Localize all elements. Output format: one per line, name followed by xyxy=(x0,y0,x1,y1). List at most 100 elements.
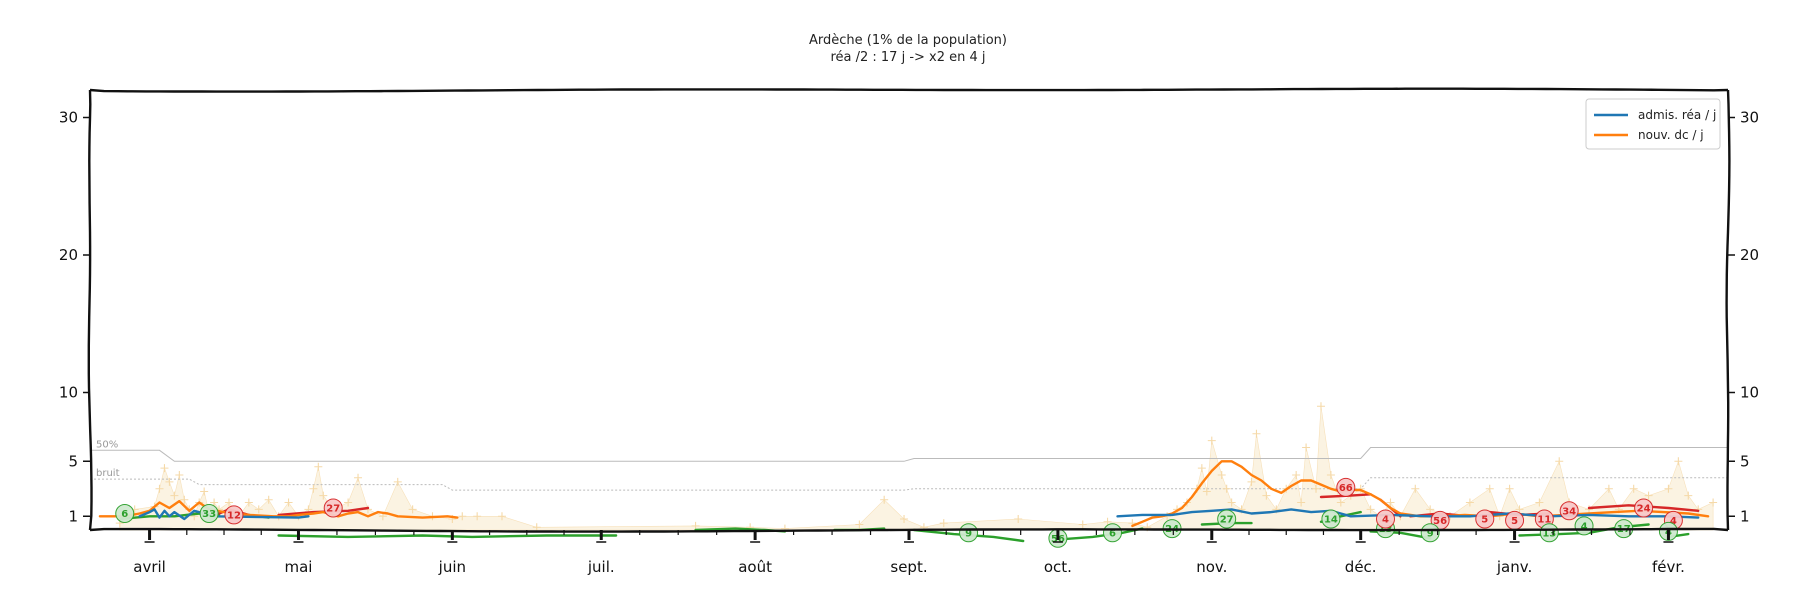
annotation-green: 9 xyxy=(959,523,979,543)
raw-point xyxy=(254,505,263,514)
raw-point xyxy=(175,471,184,479)
y-tick-label-left: 30 xyxy=(59,109,78,127)
raw-point xyxy=(1356,484,1365,493)
raw-point xyxy=(180,495,189,504)
y-tick-label-right: 10 xyxy=(1740,384,1759,402)
raw-point xyxy=(354,473,363,482)
annotation-label: 13 xyxy=(1542,528,1556,539)
raw-point xyxy=(1555,457,1564,466)
raw-point xyxy=(1535,498,1544,507)
annotation-label: 9 xyxy=(1427,528,1434,539)
raw-point xyxy=(1227,498,1236,507)
annotation-bubble xyxy=(959,523,979,543)
annotation-green: 13 xyxy=(1539,523,1559,543)
raw-point xyxy=(1302,443,1311,452)
y-tick-label-left: 5 xyxy=(68,452,78,470)
raw-point xyxy=(264,495,273,504)
x-tick-label: août xyxy=(738,558,772,576)
annotation-bubble xyxy=(1336,477,1356,497)
raw-point xyxy=(408,505,417,514)
raw-point xyxy=(1585,505,1594,514)
annotation-label: 27 xyxy=(1220,515,1234,526)
x-tick-label: janv. xyxy=(1496,558,1532,576)
annotation-red: 34 xyxy=(1559,501,1579,521)
raw-point xyxy=(314,462,323,471)
raw-point xyxy=(1197,464,1206,473)
y-tick-label-right: 30 xyxy=(1740,109,1759,127)
y-tick-label-left: 20 xyxy=(59,246,78,264)
annotation-label: 14 xyxy=(1324,515,1338,526)
annotation-bubble xyxy=(1559,501,1579,521)
raw-point xyxy=(1252,429,1261,438)
raw-point xyxy=(1312,484,1321,493)
raw-point xyxy=(1644,491,1653,500)
legend-box xyxy=(1585,98,1721,150)
y-tick-label-right: 5 xyxy=(1740,452,1750,470)
raw-point xyxy=(880,495,889,504)
raw-point xyxy=(1684,491,1693,500)
annotation-red: 66 xyxy=(1336,477,1356,497)
raw-point xyxy=(1292,471,1301,479)
raw-point xyxy=(1336,498,1345,507)
annotation-green: 6 xyxy=(115,504,135,523)
raw-point xyxy=(473,512,482,521)
raw-point xyxy=(1316,402,1325,411)
chart-title: Ardèche (1% de la population) xyxy=(809,33,1007,48)
legend-entry: admis. réa / j xyxy=(1638,108,1716,122)
chart-subtitle: réa /2 : 17 j -> x2 en 4 j xyxy=(830,50,985,65)
raw-point xyxy=(1515,505,1524,514)
axis-top xyxy=(89,87,1729,93)
raw-point xyxy=(1426,505,1435,514)
annotation-green: 4 xyxy=(1574,516,1594,536)
green-trend-segment xyxy=(277,534,618,539)
raw-point xyxy=(1664,484,1673,493)
raw-point xyxy=(1262,491,1271,500)
annotation-label: 12 xyxy=(227,510,241,521)
annotation-bubble xyxy=(323,498,343,518)
annotation-green: 33 xyxy=(199,504,219,523)
x-tick-label: oct. xyxy=(1044,558,1072,576)
raw-point xyxy=(1674,457,1683,466)
annotation-label: 33 xyxy=(202,509,216,520)
chart-title-block: Ardèche (1% de la population) réa /2 : 1… xyxy=(809,33,1007,65)
annotation-label: 6 xyxy=(121,509,128,520)
annotation-red: 24 xyxy=(1634,498,1654,518)
x-tick-label: mai xyxy=(284,558,312,576)
x-tick-label: juil. xyxy=(587,558,615,576)
raw-point xyxy=(1207,436,1216,445)
raw-point xyxy=(1465,498,1474,507)
raw-point xyxy=(155,484,164,493)
raw-point xyxy=(1326,471,1335,479)
y-tick-label-right: 20 xyxy=(1740,246,1759,264)
annotation-bubble xyxy=(1376,509,1396,529)
raw-point xyxy=(497,512,506,521)
raw-point xyxy=(855,520,864,529)
threshold-layer: 50% bruit xyxy=(90,439,1728,491)
axis-right xyxy=(1725,89,1731,531)
legend-entry: nouv. dc / j xyxy=(1638,128,1704,142)
raw-point xyxy=(900,515,909,523)
annotation-red: 5 xyxy=(1505,510,1525,530)
raw-point xyxy=(532,523,541,532)
annotation-bubble xyxy=(224,505,244,525)
annotation-label: 9 xyxy=(965,528,972,539)
raw-point xyxy=(200,487,209,496)
legend: admis. réa / j nouv. dc / j xyxy=(1585,98,1721,150)
raw-point xyxy=(1411,484,1420,493)
x-tick-label: sept. xyxy=(890,558,927,576)
raw-point xyxy=(1386,498,1395,507)
x-tick-label: déc. xyxy=(1345,558,1377,576)
annotation-label: 11 xyxy=(1537,515,1551,526)
raw-point xyxy=(210,498,219,507)
annotation-bubble xyxy=(1634,498,1654,518)
raw-point xyxy=(165,477,174,486)
annotation-bubble xyxy=(1420,523,1440,543)
raw-point xyxy=(244,498,253,507)
annotation-green: 6 xyxy=(1103,523,1123,543)
red-trend-segment xyxy=(1319,493,1372,499)
raw-point xyxy=(1247,477,1256,486)
raw-point xyxy=(1217,471,1226,479)
raw-point xyxy=(1709,498,1718,507)
